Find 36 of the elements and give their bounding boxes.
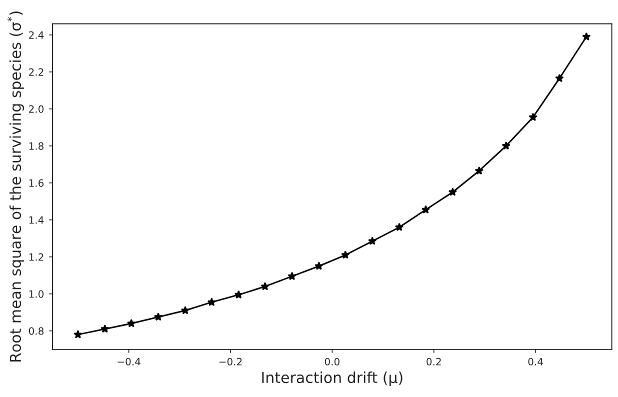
- point: [502, 141, 510, 150]
- x-tick-label: 0.0: [324, 358, 340, 366]
- point: [288, 272, 296, 280]
- y-tick-label: 2.2: [29, 68, 44, 76]
- y-tick-label: 1.2: [29, 253, 44, 261]
- point: [448, 188, 458, 196]
- y-tick-label: 1.0: [29, 290, 44, 298]
- point: [260, 282, 270, 290]
- point: [314, 262, 324, 270]
- x-tick-label: 0.4: [528, 358, 543, 366]
- point: [368, 236, 377, 245]
- y-tick-label: 0.8: [28, 327, 44, 335]
- point: [555, 74, 564, 82]
- point: [154, 312, 163, 321]
- point: [207, 298, 216, 306]
- point: [341, 250, 350, 259]
- point: [127, 318, 136, 328]
- point: [474, 166, 484, 175]
- y-tick-label: 1.8: [29, 142, 44, 150]
- point: [180, 306, 190, 314]
- x-tick-label: 0.2: [426, 358, 441, 366]
- point: [421, 205, 430, 214]
- y-tick-label: 2.4: [29, 31, 44, 39]
- x-axis-title: Interaction drift (μ): [262, 372, 402, 386]
- y-axis-title: Root mean square of the surviving species (σ$^{*}$): [7, 12, 24, 362]
- point: [74, 330, 82, 338]
- x-tick-label: −0.4: [118, 358, 140, 366]
- y-tick-label: 2.0: [29, 105, 44, 113]
- y-tick-label: 1.6: [29, 179, 44, 187]
- point: [394, 222, 404, 232]
- x-tick-label: −0.2: [219, 358, 242, 366]
- point: [582, 32, 591, 41]
- point: [528, 112, 538, 122]
- point: [234, 290, 243, 299]
- y-tick-label: 1.4: [29, 216, 44, 224]
- point: [100, 324, 110, 333]
